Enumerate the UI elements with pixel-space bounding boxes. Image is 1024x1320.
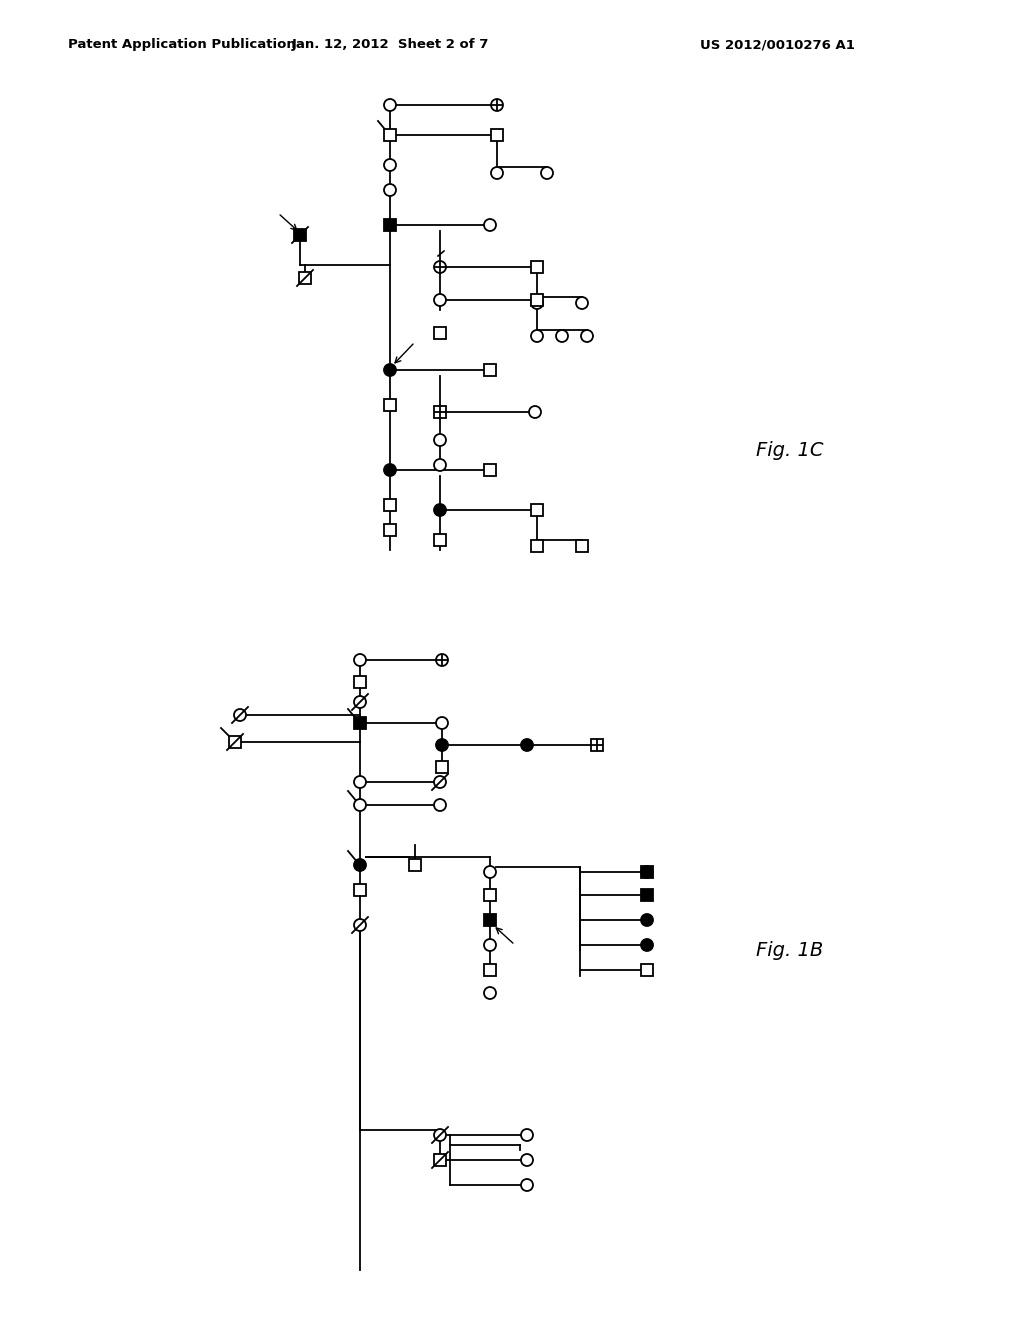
Circle shape [234, 709, 246, 721]
Bar [434, 327, 446, 339]
Bar [531, 504, 543, 516]
Circle shape [490, 168, 503, 180]
Text: Fig. 1C: Fig. 1C [757, 441, 823, 459]
Bar [354, 717, 366, 729]
Circle shape [384, 183, 396, 195]
Bar [354, 884, 366, 896]
Text: Jan. 12, 2012  Sheet 2 of 7: Jan. 12, 2012 Sheet 2 of 7 [291, 38, 488, 51]
Circle shape [529, 407, 541, 418]
Circle shape [354, 776, 366, 788]
Circle shape [384, 99, 396, 111]
Bar [484, 964, 496, 975]
Circle shape [521, 1154, 534, 1166]
Bar [490, 129, 503, 141]
Bar [484, 465, 496, 477]
Bar [531, 261, 543, 273]
Bar [531, 540, 543, 552]
Circle shape [575, 297, 588, 309]
Circle shape [384, 465, 396, 477]
Circle shape [484, 987, 496, 999]
Bar [531, 294, 543, 306]
Circle shape [354, 799, 366, 810]
Circle shape [434, 1129, 446, 1140]
Bar [641, 888, 653, 902]
Bar [384, 129, 396, 141]
Bar [384, 219, 396, 231]
Circle shape [434, 799, 446, 810]
Circle shape [354, 859, 366, 871]
Bar [299, 272, 311, 284]
Circle shape [484, 219, 496, 231]
Circle shape [434, 294, 446, 306]
Circle shape [521, 739, 534, 751]
Circle shape [354, 696, 366, 708]
Bar [409, 859, 421, 871]
Bar [434, 535, 446, 546]
Bar [384, 524, 396, 536]
Circle shape [490, 99, 503, 111]
Bar [641, 866, 653, 878]
Circle shape [434, 504, 446, 516]
Bar [434, 407, 446, 418]
Bar [484, 913, 496, 927]
Text: Patent Application Publication: Patent Application Publication [68, 38, 296, 51]
Circle shape [384, 158, 396, 172]
Circle shape [541, 168, 553, 180]
Text: Fig. 1B: Fig. 1B [757, 940, 823, 960]
Circle shape [521, 1179, 534, 1191]
Circle shape [434, 776, 446, 788]
Circle shape [521, 1129, 534, 1140]
Circle shape [641, 939, 653, 950]
Bar [384, 399, 396, 411]
Circle shape [436, 717, 449, 729]
Circle shape [436, 653, 449, 667]
Circle shape [384, 364, 396, 376]
Bar [434, 1154, 446, 1166]
Bar [354, 676, 366, 688]
Circle shape [641, 866, 653, 878]
Bar [229, 737, 241, 748]
Bar [641, 964, 653, 975]
Circle shape [531, 297, 543, 309]
Bar [436, 762, 449, 774]
Bar [294, 228, 306, 242]
Bar [484, 888, 496, 902]
Circle shape [556, 330, 568, 342]
Circle shape [434, 459, 446, 471]
Bar [591, 739, 603, 751]
Circle shape [484, 866, 496, 878]
Circle shape [531, 330, 543, 342]
Text: US 2012/0010276 A1: US 2012/0010276 A1 [700, 38, 855, 51]
Bar [575, 540, 588, 552]
Bar [484, 364, 496, 376]
Circle shape [354, 919, 366, 931]
Bar [384, 499, 396, 511]
Circle shape [581, 330, 593, 342]
Circle shape [354, 653, 366, 667]
Circle shape [484, 939, 496, 950]
Circle shape [641, 913, 653, 927]
Circle shape [434, 434, 446, 446]
Circle shape [436, 739, 449, 751]
Circle shape [434, 261, 446, 273]
